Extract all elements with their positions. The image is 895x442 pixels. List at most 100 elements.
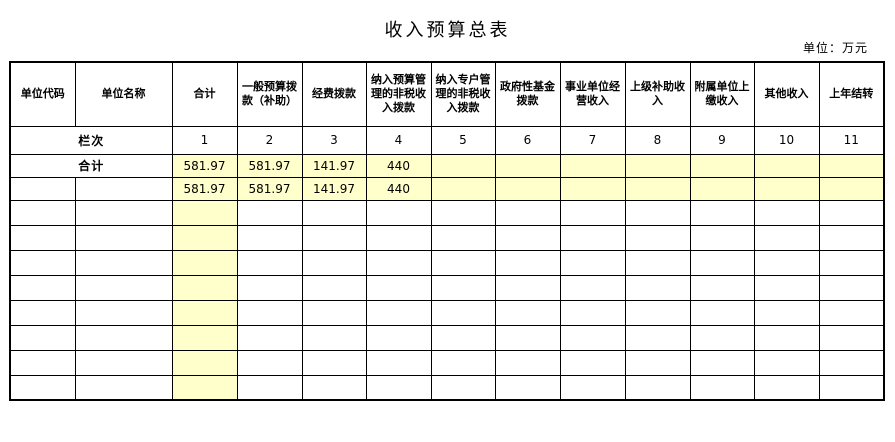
- unit-code-cell[interactable]: [9, 349, 76, 376]
- value-cell[interactable]: [494, 299, 561, 326]
- value-cell[interactable]: [624, 224, 691, 251]
- value-cell[interactable]: [430, 299, 496, 326]
- value-cell[interactable]: [753, 299, 820, 326]
- value-cell[interactable]: [559, 299, 626, 326]
- unit-code-cell[interactable]: [9, 299, 76, 326]
- value-cell[interactable]: [689, 299, 755, 326]
- value-cell[interactable]: [494, 176, 561, 201]
- total-value-cell[interactable]: [624, 153, 691, 178]
- value-cell[interactable]: [689, 176, 755, 201]
- total-cell[interactable]: [171, 349, 238, 376]
- unit-name-cell[interactable]: [74, 299, 173, 326]
- value-cell[interactable]: [236, 224, 303, 251]
- total-value-cell[interactable]: [430, 153, 496, 178]
- value-cell[interactable]: [430, 349, 496, 376]
- value-cell[interactable]: 141.97: [301, 176, 367, 201]
- value-cell[interactable]: [753, 249, 820, 276]
- value-cell[interactable]: [301, 349, 367, 376]
- value-cell[interactable]: [818, 324, 885, 351]
- value-cell[interactable]: [430, 324, 496, 351]
- value-cell[interactable]: [301, 249, 367, 276]
- value-cell[interactable]: [689, 324, 755, 351]
- value-cell[interactable]: [818, 224, 885, 251]
- value-cell[interactable]: [818, 249, 885, 276]
- value-cell[interactable]: [236, 324, 303, 351]
- value-cell[interactable]: [494, 224, 561, 251]
- unit-code-cell[interactable]: [9, 199, 76, 226]
- value-cell[interactable]: [365, 199, 432, 226]
- value-cell[interactable]: [236, 374, 303, 401]
- unit-code-cell[interactable]: [9, 176, 76, 201]
- value-cell[interactable]: [624, 299, 691, 326]
- value-cell[interactable]: [753, 176, 820, 201]
- value-cell[interactable]: [301, 324, 367, 351]
- value-cell[interactable]: [624, 274, 691, 301]
- unit-name-cell[interactable]: [74, 374, 173, 401]
- value-cell[interactable]: [818, 299, 885, 326]
- value-cell[interactable]: [430, 249, 496, 276]
- value-cell[interactable]: [559, 199, 626, 226]
- total-cell[interactable]: [171, 224, 238, 251]
- unit-code-cell[interactable]: [9, 274, 76, 301]
- value-cell[interactable]: [430, 224, 496, 251]
- value-cell[interactable]: [624, 249, 691, 276]
- value-cell[interactable]: [494, 249, 561, 276]
- value-cell[interactable]: 440: [365, 176, 432, 201]
- total-value-cell[interactable]: [559, 153, 626, 178]
- unit-code-cell[interactable]: [9, 374, 76, 401]
- value-cell[interactable]: [818, 199, 885, 226]
- unit-name-cell[interactable]: [74, 199, 173, 226]
- unit-name-cell[interactable]: [74, 249, 173, 276]
- value-cell[interactable]: [559, 324, 626, 351]
- value-cell[interactable]: [301, 374, 367, 401]
- total-cell[interactable]: [171, 249, 238, 276]
- total-value-cell[interactable]: 440: [365, 153, 432, 178]
- total-cell[interactable]: [171, 374, 238, 401]
- value-cell[interactable]: [624, 176, 691, 201]
- value-cell[interactable]: [689, 274, 755, 301]
- value-cell[interactable]: [494, 274, 561, 301]
- total-cell[interactable]: [171, 274, 238, 301]
- unit-code-cell[interactable]: [9, 249, 76, 276]
- total-cell[interactable]: [171, 299, 238, 326]
- value-cell[interactable]: [430, 199, 496, 226]
- unit-name-cell[interactable]: [74, 349, 173, 376]
- value-cell[interactable]: 581.97: [236, 176, 303, 201]
- unit-code-cell[interactable]: [9, 224, 76, 251]
- value-cell[interactable]: [624, 199, 691, 226]
- value-cell[interactable]: [236, 349, 303, 376]
- value-cell[interactable]: [689, 249, 755, 276]
- value-cell[interactable]: [753, 224, 820, 251]
- value-cell[interactable]: [818, 349, 885, 376]
- value-cell[interactable]: [818, 374, 885, 401]
- value-cell[interactable]: 581.97: [171, 176, 238, 201]
- value-cell[interactable]: [753, 274, 820, 301]
- unit-name-cell[interactable]: [74, 324, 173, 351]
- value-cell[interactable]: [689, 349, 755, 376]
- value-cell[interactable]: [236, 199, 303, 226]
- value-cell[interactable]: [559, 176, 626, 201]
- value-cell[interactable]: [236, 299, 303, 326]
- value-cell[interactable]: [624, 374, 691, 401]
- value-cell[interactable]: [689, 224, 755, 251]
- value-cell[interactable]: [365, 324, 432, 351]
- value-cell[interactable]: [365, 349, 432, 376]
- value-cell[interactable]: [494, 374, 561, 401]
- value-cell[interactable]: [365, 374, 432, 401]
- value-cell[interactable]: [430, 374, 496, 401]
- total-cell[interactable]: [171, 324, 238, 351]
- unit-code-cell[interactable]: [9, 324, 76, 351]
- unit-name-cell[interactable]: [74, 274, 173, 301]
- value-cell[interactable]: [494, 349, 561, 376]
- value-cell[interactable]: [365, 299, 432, 326]
- total-value-cell[interactable]: [689, 153, 755, 178]
- unit-name-cell[interactable]: [74, 176, 173, 201]
- unit-name-cell[interactable]: [74, 224, 173, 251]
- value-cell[interactable]: [301, 299, 367, 326]
- total-value-cell[interactable]: 141.97: [301, 153, 367, 178]
- value-cell[interactable]: [301, 224, 367, 251]
- value-cell[interactable]: [559, 249, 626, 276]
- value-cell[interactable]: [753, 199, 820, 226]
- value-cell[interactable]: [818, 176, 885, 201]
- value-cell[interactable]: [494, 324, 561, 351]
